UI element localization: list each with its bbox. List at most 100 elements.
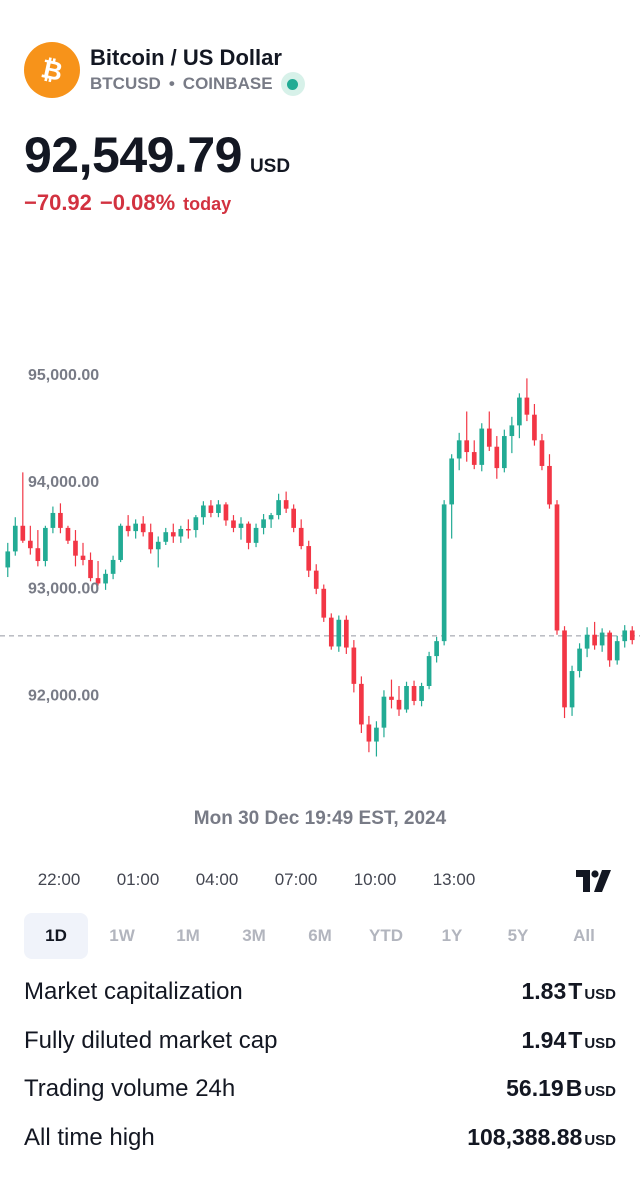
- range-button-1m[interactable]: 1M: [176, 926, 200, 945]
- range-button-ytd[interactable]: YTD: [369, 926, 403, 945]
- range-button-1d[interactable]: 1D: [24, 913, 88, 959]
- candle-body: [336, 619, 342, 647]
- candle-body: [584, 634, 590, 649]
- candle-body: [103, 573, 108, 584]
- candle-body: [539, 440, 545, 466]
- candle-body: [261, 519, 266, 528]
- candle-body: [359, 683, 364, 725]
- candle-body: [517, 397, 522, 426]
- candle-body: [494, 446, 500, 469]
- stat-label: Market capitalization: [24, 978, 243, 1005]
- stat-value: 1.83T USD: [521, 978, 617, 1004]
- candle-body: [253, 527, 259, 543]
- candle-body: [629, 630, 635, 641]
- candle-body: [110, 559, 116, 574]
- svg-text:₿: ₿: [38, 54, 65, 87]
- candle-body: [441, 504, 447, 642]
- tradingview-logo-icon[interactable]: [576, 870, 612, 892]
- range-button-3m[interactable]: 3M: [242, 926, 266, 945]
- candle-body: [283, 500, 289, 509]
- candle-body: [246, 523, 251, 543]
- candle-body: [389, 696, 394, 700]
- candle-body: [592, 634, 597, 646]
- candle-body: [80, 555, 86, 560]
- change-absolute: −70.92: [24, 190, 92, 215]
- candle-body: [607, 632, 612, 661]
- candle-body: [577, 648, 582, 672]
- change-row: −70.92 −0.08% today: [24, 190, 231, 216]
- range-button-1y[interactable]: 1Y: [441, 926, 463, 945]
- separator-dot: •: [168, 74, 175, 93]
- candle-body: [223, 504, 229, 521]
- stat-label: Trading volume 24h: [24, 1075, 236, 1102]
- candle-body: [291, 508, 296, 528]
- time-axis: 22:00 01:00 04:00 07:00 10:00 13:00: [0, 870, 640, 892]
- candle-body: [20, 525, 26, 541]
- stat-row: Trading volume 24h 56.19B USD: [24, 1075, 616, 1124]
- stat-value: 108,388.88 USD: [467, 1123, 616, 1150]
- price-chart[interactable]: 95,000.00 94,000.00 93,000.00 92,000.00: [0, 310, 640, 780]
- candle-body: [344, 619, 349, 648]
- candle-body: [411, 686, 417, 701]
- y-tick-label: 94,000.00: [28, 474, 99, 491]
- candle-body: [381, 696, 387, 728]
- x-tick-label: 01:00: [116, 870, 160, 889]
- range-button-all[interactable]: All: [573, 926, 595, 945]
- candle-body: [321, 588, 327, 618]
- range-button-6m[interactable]: 6M: [308, 926, 332, 945]
- stat-row: All time high 108,388.88 USD: [24, 1124, 616, 1173]
- candle-body: [208, 505, 214, 513]
- chart-date-label: Mon 30 Dec 19:49 EST, 2024: [193, 808, 447, 829]
- candle-body: [231, 520, 236, 528]
- candle-body: [88, 559, 93, 579]
- x-tick-label: 22:00: [37, 870, 81, 889]
- candle-body: [28, 540, 33, 549]
- candle-body: [35, 548, 41, 562]
- stat-currency: USD: [584, 1083, 616, 1100]
- candle-body: [464, 440, 470, 453]
- x-tick-label: 07:00: [274, 870, 318, 889]
- candle-body: [43, 527, 48, 562]
- exchange-name: COINBASE: [182, 74, 273, 93]
- candle-body: [268, 515, 274, 520]
- candle-body: [186, 528, 191, 531]
- stat-unit: T: [568, 978, 583, 1004]
- candle-body: [434, 641, 439, 657]
- stat-unit: B: [565, 1075, 583, 1101]
- candle-body: [426, 656, 432, 686]
- stats-list: Market capitalization 1.83T USD Fully dilut…: [24, 978, 616, 1172]
- candle-body: [5, 551, 11, 568]
- candle-body: [486, 428, 492, 447]
- candle-body: [155, 541, 161, 550]
- range-button-5y[interactable]: 5Y: [507, 926, 529, 945]
- candle-body: [374, 727, 379, 742]
- stat-row: Fully diluted market cap 1.94T USD: [24, 1027, 616, 1076]
- symbol-header: ₿ Bitcoin / US Dollar BTCUSD • COINBASE: [24, 42, 305, 98]
- range-button-1w[interactable]: 1W: [109, 926, 135, 945]
- candle-body: [509, 425, 515, 437]
- candle-body: [532, 414, 537, 441]
- stat-value: 1.94T USD: [521, 1026, 617, 1053]
- y-tick-label: 95,000.00: [28, 367, 99, 384]
- candle-body: [50, 512, 56, 528]
- candle-body: [479, 428, 485, 465]
- candle-body: [298, 527, 304, 547]
- candle-body: [562, 630, 567, 708]
- candle-body: [456, 440, 462, 459]
- candle-body: [396, 699, 402, 710]
- candle-body: [12, 525, 18, 552]
- candle-body: [419, 686, 424, 701]
- candle-body: [95, 578, 101, 584]
- stat-row: Market capitalization 1.83T USD: [24, 978, 616, 1027]
- candle-body: [148, 532, 154, 550]
- candle-body: [306, 546, 312, 571]
- change-period: today: [183, 194, 232, 214]
- stat-label: Fully diluted market cap: [24, 1026, 278, 1054]
- candle-body: [471, 452, 477, 465]
- candle-body: [599, 632, 605, 646]
- x-tick-label: 10:00: [353, 870, 397, 889]
- x-tick-label: 04:00: [195, 870, 239, 889]
- candle-body: [65, 527, 71, 541]
- symbol-ticker: BTCUSD: [90, 74, 161, 93]
- stat-currency: USD: [584, 986, 616, 1003]
